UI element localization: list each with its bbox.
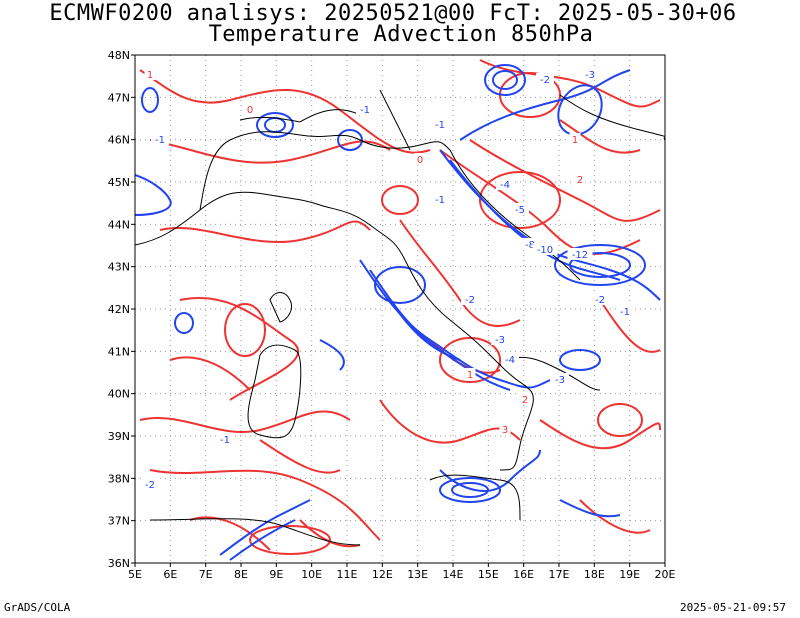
contour-value-label: -1 — [431, 118, 449, 131]
lat-tick-label: 36N — [108, 557, 130, 570]
svg-text:1: 1 — [467, 370, 473, 381]
map-title: ECMWF0200 analisys: 20250521@00 FcT: 202… — [49, 1, 737, 26]
svg-text:-10: -10 — [537, 245, 553, 256]
lat-tick-label: 44N — [108, 218, 130, 231]
contour-value-label: -1 — [616, 305, 634, 318]
lon-tick-label: 19E — [619, 568, 640, 581]
timestamp: 2025-05-21-09:57 — [680, 601, 786, 614]
lat-tick-label: 37N — [108, 515, 130, 528]
contour-value-label: -5 — [511, 203, 529, 216]
contour-value-label: -10 — [532, 243, 558, 256]
coastlines — [135, 89, 665, 546]
lat-tick-label: 40N — [108, 388, 130, 401]
svg-text:-1: -1 — [435, 120, 445, 131]
svg-text:-12: -12 — [572, 250, 588, 261]
svg-text:-2: -2 — [540, 75, 550, 86]
lon-tick-label: 8E — [234, 568, 248, 581]
svg-text:-1: -1 — [155, 135, 165, 146]
contour-value-label: -4 — [501, 353, 519, 366]
svg-text:-2: -2 — [465, 295, 475, 306]
contour-value-label: -1 — [356, 103, 374, 116]
contour-labels: 1-10 -1-2 -3-4-5-8 -10 -122-10-1-2-3-4-3-2-1… — [141, 68, 634, 491]
svg-text:-1: -1 — [435, 195, 445, 206]
contour-value-label: -3 — [551, 373, 569, 386]
lon-tick-label: 20E — [655, 568, 676, 581]
lon-tick-label: 18E — [584, 568, 605, 581]
contour-value-label: -1 — [216, 433, 234, 446]
axis-labels: 5E 6E 7E 8E 9E 10E 11E 12E 13E 14E 15E 16E 17E 18E 19E… — [108, 49, 676, 581]
contour-value-label: -2 — [536, 73, 554, 86]
svg-text:-3: -3 — [585, 70, 595, 81]
lon-tick-label: 13E — [407, 568, 428, 581]
contour-value-label: 1 — [569, 133, 581, 146]
svg-text:-1: -1 — [360, 105, 370, 116]
contour-value-label: 3 — [499, 423, 511, 436]
svg-text:2: 2 — [577, 175, 583, 186]
contour-value-label: -1 — [151, 133, 169, 146]
lat-tick-label: 47N — [108, 91, 130, 104]
lat-tick-label: 46N — [108, 134, 130, 147]
contour-value-label: 0 — [414, 153, 426, 166]
contour-value-label: -2 — [141, 478, 159, 491]
lon-tick-label: 10E — [301, 568, 322, 581]
contour-value-label: -12 — [567, 248, 593, 261]
lat-tick-label: 48N — [108, 49, 130, 62]
svg-text:0: 0 — [417, 155, 423, 166]
lon-tick-label: 15E — [478, 568, 499, 581]
lon-tick-label: 16E — [513, 568, 534, 581]
contour-value-label: 2 — [574, 173, 586, 186]
svg-text:-3: -3 — [555, 375, 565, 386]
contour-value-label: -1 — [431, 193, 449, 206]
lon-tick-label: 14E — [443, 568, 464, 581]
contour-value-label: 0 — [244, 103, 256, 116]
svg-text:-2: -2 — [595, 295, 605, 306]
svg-text:-1: -1 — [620, 307, 630, 318]
svg-text:2: 2 — [522, 395, 528, 406]
lon-tick-label: 7E — [199, 568, 213, 581]
lat-tick-label: 38N — [108, 472, 130, 485]
contour-value-label: -4 — [496, 178, 514, 191]
lat-tick-label: 45N — [108, 176, 130, 189]
warm-advection-contours — [139, 59, 661, 555]
svg-text:-4: -4 — [505, 355, 515, 366]
lon-tick-label: 17E — [549, 568, 570, 581]
svg-text:-4: -4 — [500, 180, 510, 191]
lon-tick-label: 12E — [372, 568, 393, 581]
svg-text:0: 0 — [247, 105, 253, 116]
contour-value-label: 1 — [144, 68, 156, 81]
svg-text:-5: -5 — [515, 205, 525, 216]
svg-text:-8: -8 — [525, 240, 535, 251]
lon-tick-label: 11E — [337, 568, 358, 581]
contour-value-label: -3 — [491, 333, 509, 346]
contour-value-label: 2 — [519, 393, 531, 406]
svg-text:1: 1 — [572, 135, 578, 146]
lat-tick-label: 39N — [108, 430, 130, 443]
svg-text:-3: -3 — [495, 335, 505, 346]
lon-tick-label: 5E — [128, 568, 142, 581]
svg-text:3: 3 — [502, 425, 508, 436]
map-subtitle: Temperature Advection 850hPa — [208, 22, 594, 47]
contour-value-label: -2 — [591, 293, 609, 306]
lat-tick-label: 43N — [108, 261, 130, 274]
lon-tick-label: 9E — [269, 568, 283, 581]
lon-tick-label: 6E — [163, 568, 177, 581]
contour-value-label: -3 — [581, 68, 599, 81]
svg-text:-2: -2 — [145, 480, 155, 491]
contour-value-label: -2 — [461, 293, 479, 306]
contour-value-label: 1 — [464, 368, 476, 381]
software-credit: GrADS/COLA — [4, 601, 71, 614]
svg-text:-1: -1 — [220, 435, 230, 446]
lat-tick-label: 41N — [108, 345, 130, 358]
lat-tick-label: 42N — [108, 303, 130, 316]
svg-text:1: 1 — [147, 70, 153, 81]
